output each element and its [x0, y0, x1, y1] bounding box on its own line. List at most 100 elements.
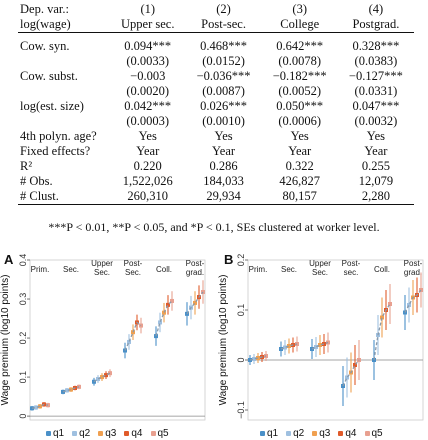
table-cell: 0.026*** [200, 99, 247, 113]
trend-line [311, 341, 329, 350]
legend-label: q2 [293, 428, 305, 439]
legend-item-q3: q3 [312, 428, 330, 439]
row-label: Cow. subst. [20, 69, 78, 83]
category-label: Sec. [312, 268, 328, 277]
legend-panel-b: q1 q2 q3 q4 q5 [260, 428, 383, 439]
category-label: Post- [124, 259, 143, 268]
legend-label: q3 [319, 428, 331, 439]
legend-item-q4: q4 [124, 428, 143, 439]
row-label: # Obs. [20, 174, 53, 188]
table-cell: Year [136, 144, 160, 158]
legend-swatch [364, 431, 370, 436]
data-point [127, 339, 131, 344]
table-cell: Upper sec. [110, 17, 186, 33]
table-cell: (0.0032) [354, 114, 398, 128]
trend-line [93, 372, 111, 383]
header-row-1: Dep. var.: (1) (2) (3) (4) [18, 2, 414, 17]
data-point [193, 300, 197, 305]
legend-swatch [98, 431, 104, 436]
data-point [287, 344, 291, 348]
legend-panel-a: q1 q2 q3 q4 q5 [46, 428, 169, 439]
row-label [18, 54, 110, 69]
table-cell: 0.255 [361, 159, 390, 173]
y-tick-label: −0.1 [236, 401, 246, 419]
data-point [162, 310, 166, 315]
data-point [170, 298, 174, 303]
row-label [18, 84, 110, 99]
category-label: Sec. [63, 265, 79, 274]
row-label: Cow. syn. [20, 39, 70, 53]
data-point [100, 375, 104, 380]
category-label: grad. [404, 268, 422, 277]
legend-label: q5 [157, 428, 169, 439]
row-label: # Clust. [18, 189, 110, 205]
table-cell: (2) [216, 2, 231, 16]
table-cell: (0.0052) [278, 84, 322, 98]
row-label [18, 114, 110, 129]
table-cell: 0.220 [133, 159, 162, 173]
table-row: # Clust. 260,310 29,934 80,157 2,280 [18, 189, 414, 205]
data-point [158, 320, 162, 325]
category-label: Sec. [94, 268, 110, 277]
data-point [252, 357, 256, 361]
legend-label: q4 [345, 428, 357, 439]
row-label: 4th polyn. age? [20, 129, 97, 143]
legend-swatch [46, 431, 51, 436]
trend-line [186, 291, 204, 315]
y-tick-label: 0.3 [18, 293, 28, 306]
legend-item-q2: q2 [286, 428, 304, 439]
chart-panel-a: 0 0.1 0.2 0.3 0.4 Wage premium (log10 points)… [0, 254, 206, 421]
y-tick-label: 0 [236, 357, 246, 362]
table-cell: 2,280 [337, 189, 414, 205]
table-row: Cow. subst. −0.003 −0.036*** −0.182*** −0.12… [18, 69, 414, 84]
row-label: Fixed effects? [20, 144, 91, 158]
category-label: Prim. [31, 265, 50, 274]
legend-label: q5 [371, 428, 383, 439]
table-cell: (0.0152) [202, 54, 245, 68]
table-row: log(est. size) 0.042*** 0.026*** 0.050*** 0.… [18, 99, 414, 114]
table-cell: (4) [368, 2, 384, 16]
category-label: Post- [342, 259, 361, 268]
table-row: R² 0.220 0.286 0.322 0.255 [18, 159, 414, 174]
table-cell: (0.0087) [202, 84, 245, 98]
category-label: Coll. [156, 265, 172, 274]
panel-b-label: B [224, 252, 234, 267]
table-row: (0.0003) (0.0010) (0.0006) (0.0032) [18, 114, 414, 129]
y-tick-label: 0 [18, 414, 28, 419]
row-label: Dep. var.: [20, 2, 69, 16]
trend-line [155, 300, 173, 337]
legend-swatch [260, 431, 265, 436]
table-row: # Obs. 1,522,026 184,033 426,827 12,079 [18, 174, 414, 189]
table-cell: 184,033 [203, 174, 244, 188]
data-point [407, 303, 411, 307]
trend-line [342, 359, 360, 387]
category-label: Upper [309, 259, 331, 268]
data-point [104, 373, 108, 378]
data-point [96, 377, 100, 382]
data-point [34, 405, 38, 410]
table-cell: 0.468*** [200, 39, 247, 53]
table-cell: 0.042*** [124, 99, 172, 113]
trend-line [373, 303, 391, 361]
legend-swatch [72, 431, 78, 436]
table-row: (0.0020) (0.0087) (0.0052) (0.0331) [18, 84, 414, 99]
data-point [314, 345, 318, 349]
table-cell: −0.036*** [196, 69, 251, 83]
legend-label: q1 [267, 428, 279, 439]
y-axis-label: Wage premium (log10 points) [0, 275, 11, 406]
category-label: Coll. [374, 265, 390, 274]
legend-label: q3 [105, 428, 117, 439]
table-row: Fixed effects? Year Year Year Year [18, 144, 414, 159]
legend-label: q4 [131, 428, 143, 439]
regression-table: Dep. var.: (1) (2) (3) (4) log(wage) Upper sec… [18, 2, 414, 205]
table-cell: Yes [366, 129, 385, 143]
legend-item-q5: q5 [364, 428, 383, 439]
legend-item-q1: q1 [46, 428, 64, 439]
table-cell: Yes [214, 129, 233, 143]
y-tick-label: 0.2 [18, 332, 28, 345]
panel-a-label: A [4, 252, 14, 267]
table-cell: 0.286 [209, 159, 238, 173]
table-cell: (0.0033) [126, 54, 170, 68]
data-point [388, 302, 392, 306]
legend-swatch [338, 431, 344, 436]
